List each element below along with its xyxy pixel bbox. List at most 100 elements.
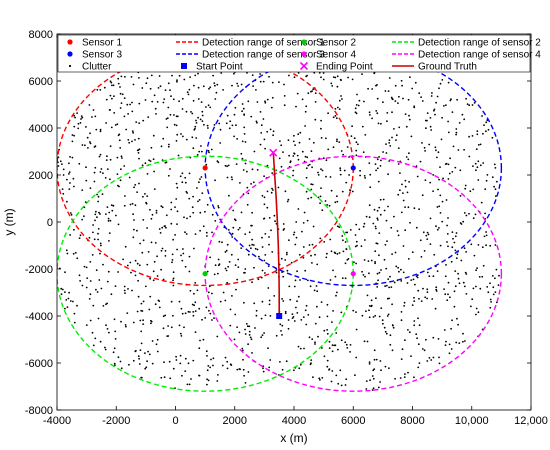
clutter-point: [489, 244, 492, 247]
clutter-point: [169, 168, 171, 170]
clutter-point: [282, 223, 285, 225]
clutter-point: [97, 195, 100, 198]
clutter-point: [195, 122, 198, 124]
clutter-point: [366, 294, 369, 297]
clutter-point: [463, 212, 466, 214]
clutter-point: [64, 271, 66, 274]
clutter-point: [403, 305, 405, 307]
clutter-point: [336, 75, 339, 78]
clutter-point: [93, 180, 96, 183]
clutter-point: [280, 330, 282, 332]
clutter-point: [171, 259, 174, 261]
clutter-point: [423, 146, 426, 149]
clutter-point: [185, 110, 188, 113]
clutter-point: [491, 275, 494, 277]
clutter-point: [376, 158, 379, 161]
clutter-point: [226, 367, 229, 370]
clutter-point: [303, 211, 306, 214]
clutter-point: [400, 319, 403, 322]
clutter-point: [174, 387, 176, 389]
clutter-point: [426, 297, 428, 300]
clutter-point: [290, 261, 293, 264]
clutter-point: [170, 222, 173, 225]
clutter-point: [335, 294, 337, 297]
clutter-point: [175, 355, 178, 358]
clutter-point: [208, 87, 210, 90]
clutter-point: [193, 128, 196, 131]
y-tick-label: 8000: [29, 29, 53, 41]
clutter-point: [339, 369, 342, 372]
clutter-point: [455, 341, 458, 344]
clutter-point: [330, 250, 333, 253]
clutter-point: [353, 137, 356, 140]
clutter-point: [117, 271, 119, 273]
clutter-point: [428, 275, 431, 278]
clutter-point: [312, 141, 315, 144]
clutter-point: [455, 131, 458, 134]
sensor-2-marker: [202, 271, 208, 277]
clutter-point: [268, 366, 271, 369]
clutter-point: [62, 168, 65, 171]
clutter-point: [236, 138, 239, 140]
clutter-point: [326, 329, 328, 331]
clutter-point: [387, 278, 390, 280]
clutter-point: [465, 214, 468, 217]
clutter-point: [92, 224, 94, 226]
clutter-point: [407, 329, 409, 331]
clutter-point: [293, 76, 296, 79]
clutter-point: [194, 301, 197, 304]
clutter-point: [176, 186, 179, 189]
clutter-point: [359, 174, 361, 177]
clutter-point: [154, 242, 157, 244]
clutter-point: [398, 126, 401, 129]
clutter-point: [194, 282, 197, 284]
clutter-point: [295, 221, 298, 223]
clutter-point: [463, 285, 466, 288]
clutter-point: [453, 241, 456, 244]
clutter-point: [94, 213, 97, 216]
clutter-point: [160, 376, 163, 379]
clutter-point: [114, 330, 117, 333]
clutter-point: [365, 215, 368, 218]
clutter-point: [373, 349, 376, 352]
clutter-point: [192, 211, 195, 214]
clutter-point: [68, 291, 70, 294]
clutter-point: [151, 340, 154, 342]
clutter-point: [134, 274, 137, 277]
clutter-point: [193, 84, 195, 87]
clutter-point: [124, 245, 127, 248]
clutter-point: [124, 324, 127, 326]
clutter-point: [289, 298, 292, 301]
clutter-point: [378, 156, 380, 158]
clutter-point: [262, 367, 264, 370]
clutter-point: [464, 184, 467, 187]
clutter-point: [319, 237, 322, 240]
clutter-point: [206, 203, 209, 206]
clutter-point: [432, 336, 435, 339]
clutter-point: [404, 206, 406, 209]
clutter-point: [221, 241, 223, 244]
clutter-point: [114, 338, 117, 340]
clutter-point: [355, 149, 358, 152]
clutter-point: [68, 188, 71, 191]
clutter-point: [454, 249, 457, 252]
clutter-point: [308, 336, 311, 339]
clutter-point: [96, 88, 99, 91]
clutter-point: [234, 313, 237, 316]
clutter-point: [331, 321, 333, 323]
clutter-point: [369, 379, 371, 382]
clutter-point: [446, 233, 449, 235]
clutter-point: [250, 338, 253, 341]
clutter-point: [157, 299, 160, 302]
clutter-point: [128, 141, 131, 144]
clutter-point: [240, 211, 243, 214]
clutter-point: [407, 98, 410, 101]
clutter-point: [172, 98, 175, 101]
clutter-point: [196, 154, 199, 156]
clutter-point: [320, 127, 322, 130]
clutter-point: [316, 263, 319, 266]
clutter-point: [371, 88, 374, 90]
clutter-point: [429, 181, 432, 184]
clutter-point: [201, 150, 203, 153]
clutter-point: [407, 158, 410, 161]
